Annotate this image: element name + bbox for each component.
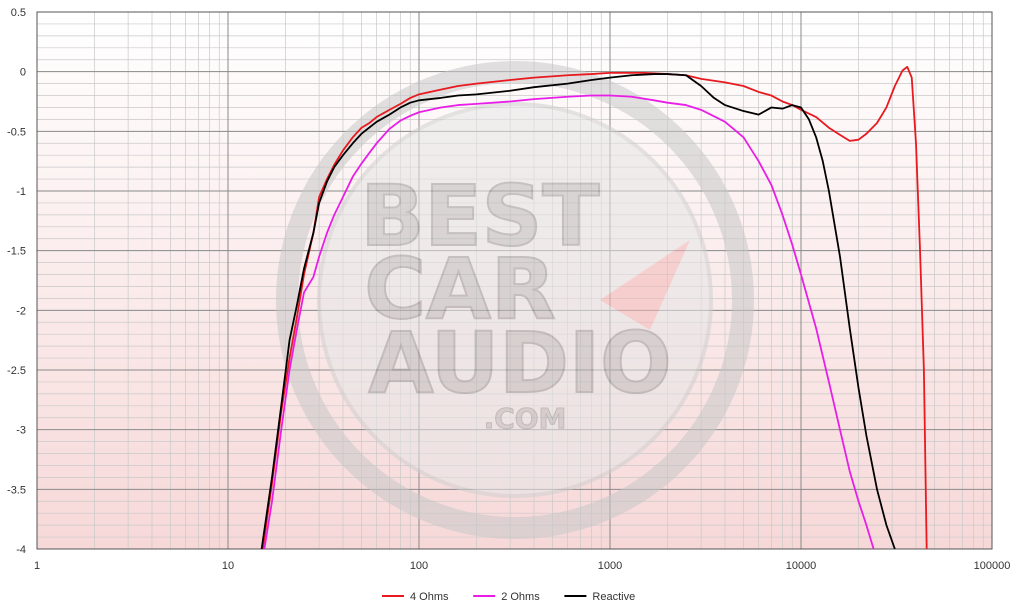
- y-tick-label: 0: [20, 67, 26, 79]
- x-tick-label: 1: [34, 560, 40, 572]
- watermark-seal-outer: [276, 61, 754, 539]
- watermark-line-2: CAR: [364, 240, 555, 338]
- series-lines: [260, 65, 928, 549]
- watermark-wing-shape: [600, 240, 690, 330]
- watermark-line-3: AUDIO: [368, 314, 671, 412]
- y-tick-label: -2: [16, 305, 26, 317]
- series-line-4-ohms: [261, 65, 928, 549]
- y-tick-label: -3: [16, 425, 26, 437]
- y-axis-tick-labels: 0.5 0 -0.5 -1 -1.5 -2 -2.5 -3 -3.5 -4: [7, 7, 26, 556]
- watermark-suffix: .COM: [484, 402, 567, 435]
- legend-label-2-ohms: 2 Ohms: [501, 591, 540, 603]
- legend-label-reactive: Reactive: [592, 591, 635, 603]
- plot-area-border: [36, 11, 993, 550]
- y-tick-label: -0.5: [7, 126, 26, 138]
- y-tick-label: -4: [16, 544, 26, 556]
- legend-label-4-ohms: 4 Ohms: [410, 591, 449, 603]
- watermark-seal-inner: [317, 102, 713, 498]
- y-tick-label: -3.5: [7, 484, 26, 496]
- watermark: BEST CAR AUDIO .COM: [276, 61, 754, 539]
- watermark-line-1: BEST: [360, 167, 599, 265]
- x-tick-label: 1000: [598, 560, 622, 572]
- x-tick-label: 100000: [974, 560, 1011, 572]
- x-axis-tick-labels: 1 10 100 1000 10000 100000: [34, 560, 1010, 572]
- y-tick-label: -1: [16, 186, 26, 198]
- series-line-2-ohms: [263, 94, 875, 549]
- x-tick-label: 100: [410, 560, 428, 572]
- series-line-reactive: [260, 73, 896, 549]
- x-tick-label: 10: [222, 560, 234, 572]
- y-tick-label: 0.5: [11, 7, 26, 19]
- legend: 4 Ohms 2 Ohms Reactive: [382, 591, 635, 603]
- y-tick-label: -2.5: [7, 365, 26, 377]
- y-tick-label: -1.5: [7, 246, 26, 258]
- x-tick-label: 10000: [786, 560, 817, 572]
